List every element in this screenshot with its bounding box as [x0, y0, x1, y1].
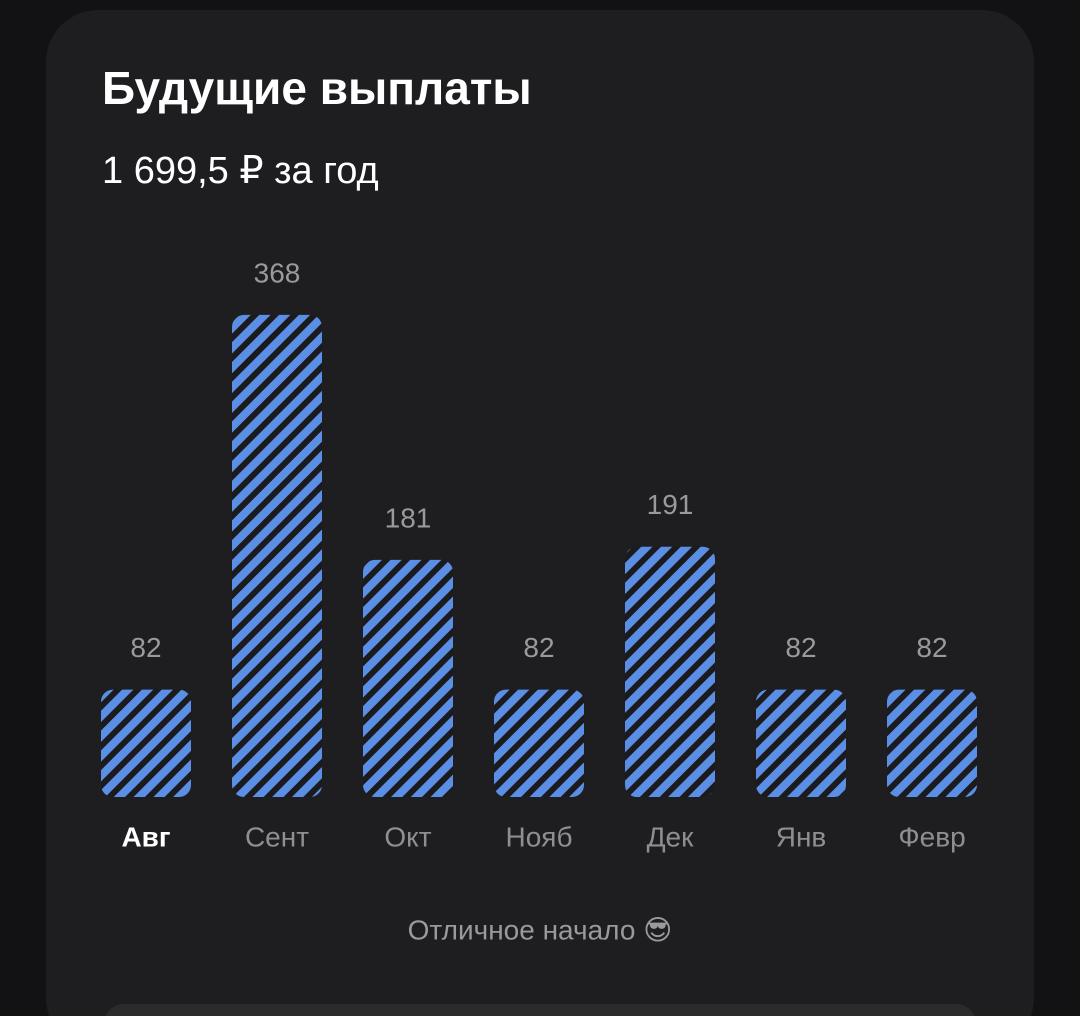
value-label: 191: [647, 489, 694, 520]
bar[interactable]: [232, 314, 322, 797]
x-tick-label[interactable]: Февр: [898, 821, 965, 852]
value-label: 368: [254, 257, 301, 288]
x-tick-label[interactable]: Окт: [384, 821, 431, 852]
bar[interactable]: [363, 559, 453, 797]
bar[interactable]: [887, 689, 977, 797]
x-tick-label[interactable]: Авг: [121, 821, 170, 852]
bar[interactable]: [101, 689, 191, 797]
title: Будущие выплаты: [102, 62, 532, 114]
bar[interactable]: [756, 689, 846, 797]
value-label: 82: [523, 632, 554, 663]
value-label: 82: [785, 632, 816, 663]
value-label: 82: [916, 632, 947, 663]
value-label: 181: [385, 502, 432, 533]
bar[interactable]: [494, 689, 584, 797]
x-tick-label[interactable]: Дек: [647, 821, 695, 852]
subtitle: 1 699,5 ₽ за год: [102, 150, 379, 192]
bar[interactable]: [625, 546, 715, 797]
value-label: 82: [130, 632, 161, 663]
x-tick-label[interactable]: Янв: [776, 821, 827, 852]
x-tick-label[interactable]: Нояб: [506, 821, 573, 852]
note: Отличное начало 😎: [408, 914, 673, 945]
x-tick-label[interactable]: Сент: [245, 821, 309, 852]
next-card[interactable]: [104, 1004, 976, 1016]
